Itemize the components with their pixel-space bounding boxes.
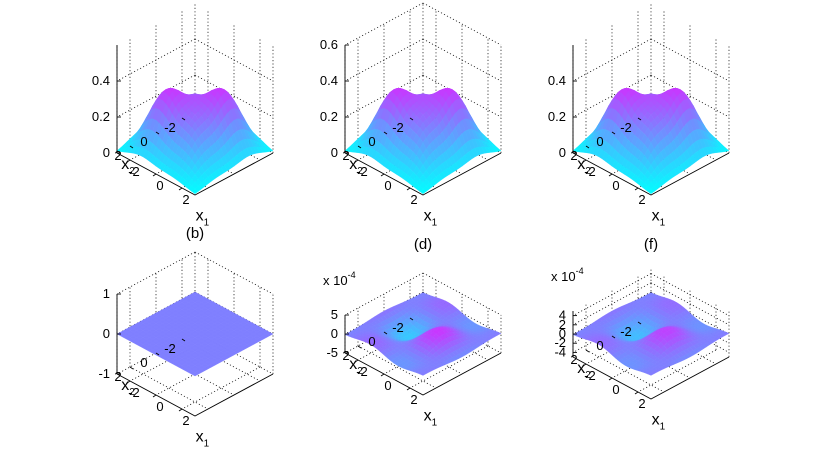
axes [572, 45, 730, 196]
x2-tick-label: 0 [596, 338, 603, 353]
x1-axis-label: x1 [652, 411, 666, 432]
surface [572, 87, 730, 195]
axes [344, 45, 502, 196]
axes [116, 45, 274, 196]
z-tick-label: 2 [559, 317, 566, 332]
subplot-title: (d) [414, 236, 432, 253]
x2-tick-label: -2 [164, 341, 176, 356]
x2-tick-label: 0 [596, 134, 603, 149]
z-tick-label: -1 [98, 366, 110, 381]
x2-tick-label: 0 [140, 355, 147, 370]
x1-axis-label: x1 [424, 407, 438, 428]
surface [572, 292, 730, 376]
z-tick-label: -5 [326, 345, 338, 360]
x1-tick-label: 2 [182, 413, 189, 428]
x1-tick-label: 2 [182, 192, 189, 207]
x2-tick-label: -2 [620, 324, 632, 339]
x2-tick-label: 2 [570, 352, 577, 367]
x2-tick-label: 2 [114, 148, 121, 163]
x1-tick-label: 0 [612, 382, 619, 397]
z-tick-label: 0.4 [548, 73, 566, 88]
x2-tick-label: 2 [114, 369, 121, 384]
x1-tick-label: 0 [384, 378, 391, 393]
x2-tick-label: 2 [342, 348, 349, 363]
z-tick-label: 4 [559, 308, 566, 323]
x2-tick-label: 2 [570, 148, 577, 163]
z-tick-label: -4 [554, 344, 566, 359]
x2-tick-label: 0 [368, 334, 375, 349]
x1-tick-label: -2 [356, 364, 368, 379]
surface [344, 87, 502, 195]
subplot-title: (b) [186, 225, 204, 242]
z-tick-label: 0 [331, 145, 338, 160]
x2-tick-label: -2 [392, 120, 404, 135]
surface [116, 87, 274, 195]
x1-axis-label: x1 [424, 207, 438, 228]
z-tick-label: -2 [554, 335, 566, 350]
x1-tick-label: -2 [356, 164, 368, 179]
x1-tick-label: 2 [410, 192, 417, 207]
z-tick-label: 0.4 [320, 73, 338, 88]
x2-tick-label: 2 [342, 148, 349, 163]
x2-axis-label: x2 [349, 156, 363, 177]
x1-tick-label: 0 [612, 178, 619, 193]
x2-axis-label: x2 [577, 360, 591, 381]
z-tick-label: 0.2 [92, 109, 110, 124]
z-tick-label: 0.2 [320, 109, 338, 124]
x1-tick-label: 0 [156, 178, 163, 193]
x2-tick-label: -2 [164, 120, 176, 135]
x2-tick-label: -2 [620, 120, 632, 135]
x1-axis-label: x1 [196, 207, 210, 228]
x1-tick-label: -2 [128, 164, 140, 179]
x1-tick-label: 2 [638, 396, 645, 411]
z-tick-label: 0 [103, 326, 110, 341]
x2-tick-label: 0 [368, 134, 375, 149]
x2-tick-label: -2 [392, 320, 404, 335]
z-tick-label: 0 [331, 326, 338, 341]
x1-tick-label: 0 [384, 178, 391, 193]
z-multiplier: x 10-4 [551, 266, 584, 284]
z-tick-label: 0.2 [548, 109, 566, 124]
z-tick-label: 0 [559, 326, 566, 341]
surface [344, 292, 502, 376]
z-tick-label: 1 [103, 286, 110, 301]
x1-tick-label: 0 [156, 399, 163, 414]
x1-tick-label: 2 [638, 192, 645, 207]
subplot-title: (f) [644, 236, 658, 253]
x1-tick-label: -2 [584, 368, 596, 383]
surface [116, 291, 274, 377]
x1-axis-label: x1 [196, 428, 210, 449]
z-tick-label: 0.6 [320, 37, 338, 52]
x2-axis-label: x2 [121, 377, 135, 398]
x1-tick-label: -2 [584, 164, 596, 179]
x1-axis-label: x1 [652, 207, 666, 228]
x1-tick-label: 2 [410, 392, 417, 407]
x1-tick-label: -2 [128, 385, 140, 400]
z-tick-label: 5 [331, 307, 338, 322]
z-tick-label: 0.4 [92, 73, 110, 88]
x2-axis-label: x2 [577, 156, 591, 177]
z-tick-label: 0 [103, 145, 110, 160]
z-multiplier: x 10-4 [323, 270, 356, 288]
z-tick-label: 0 [559, 145, 566, 160]
x2-axis-label: x2 [349, 356, 363, 377]
x2-axis-label: x2 [121, 156, 135, 177]
x2-tick-label: 0 [140, 134, 147, 149]
